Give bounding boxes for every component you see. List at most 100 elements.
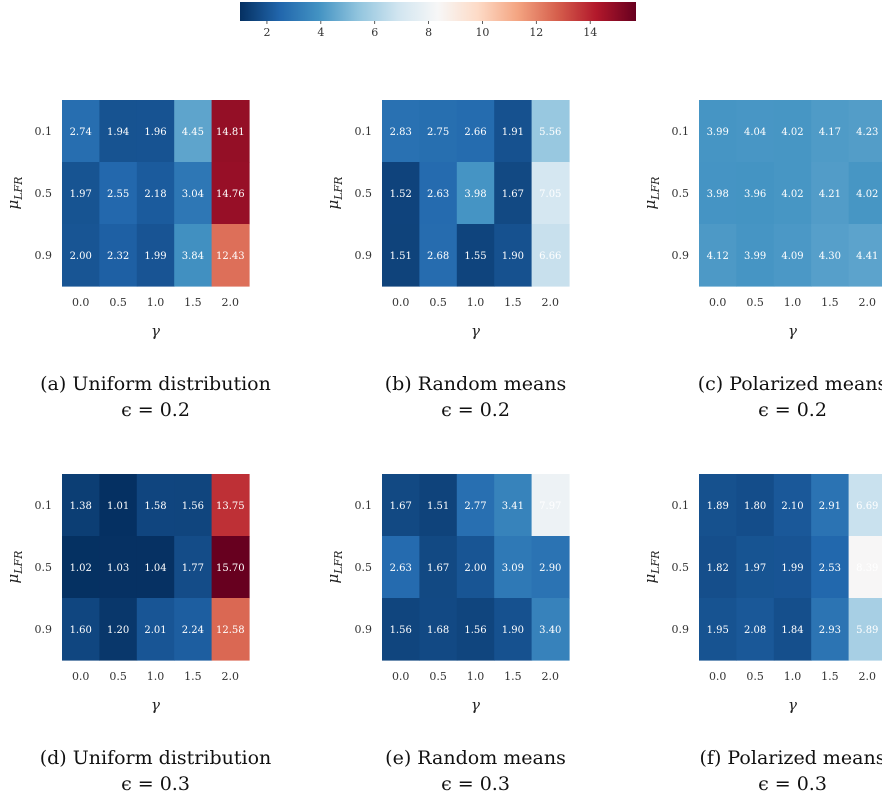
cell-value-label: 2.83 <box>390 127 412 138</box>
heatmap-cell <box>62 536 100 599</box>
cell-value-label: 3.84 <box>182 251 204 262</box>
y-tick-label: 0.9 <box>672 623 690 636</box>
cell-value-label: 2.00 <box>70 251 92 262</box>
cell-value-label: 2.08 <box>744 625 766 636</box>
x-tick-label: 2.0 <box>859 296 877 309</box>
panel-caption-epsilon: ϵ = 0.3 <box>441 773 510 795</box>
y-axis-label: μLFR <box>324 551 345 584</box>
cell-value-label: 1.77 <box>182 563 204 574</box>
cell-value-label: 4.02 <box>856 189 878 200</box>
x-axis-label: γ <box>471 696 480 714</box>
x-tick-label: 1.5 <box>821 296 839 309</box>
x-tick-label: 0.0 <box>709 296 727 309</box>
x-tick-label: 2.0 <box>542 296 560 309</box>
y-tick-label: 0.5 <box>355 187 373 200</box>
heatmap-cell <box>811 474 850 537</box>
x-axis-label: γ <box>788 322 797 340</box>
cell-value-label: 1.58 <box>144 501 166 512</box>
cell-value-label: 1.99 <box>781 563 803 574</box>
heatmap-cell <box>736 536 775 599</box>
heatmap-cell <box>811 536 850 599</box>
cell-value-label: 4.23 <box>856 127 878 138</box>
cell-value-label: 1.67 <box>502 189 524 200</box>
x-axis-label: γ <box>151 322 160 340</box>
x-tick-label: 1.5 <box>821 670 839 683</box>
heatmap-cell <box>531 100 570 163</box>
x-tick-label: 0.5 <box>429 296 447 309</box>
heatmap-cell <box>382 536 420 599</box>
cell-value-label: 3.99 <box>744 251 766 262</box>
x-tick-label: 1.5 <box>184 296 202 309</box>
x-tick-label: 2.0 <box>222 296 240 309</box>
y-tick-label: 0.5 <box>355 561 373 574</box>
cell-value-label: 2.55 <box>107 189 129 200</box>
heatmap-cell <box>99 474 138 537</box>
cell-value-label: 2.24 <box>182 625 204 636</box>
cell-value-label: 1.96 <box>144 127 166 138</box>
heatmap-cell <box>136 536 175 599</box>
y-tick-label: 0.1 <box>355 125 373 138</box>
panel-caption: (c) Polarized means <box>698 373 882 395</box>
x-tick-label: 0.0 <box>392 296 410 309</box>
panel-caption: (b) Random means <box>385 373 567 395</box>
cell-value-label: 1.51 <box>390 251 412 262</box>
heatmap-panel: 1.67 1.51 2.77 3.41 7.97 2.63 1.67 2.00 3.09 2.90… <box>324 474 570 795</box>
cell-value-label: 4.21 <box>819 189 841 200</box>
heatmap-cell <box>736 162 775 225</box>
heatmap-cell <box>456 536 495 599</box>
colorbar-gradient <box>240 2 636 21</box>
y-axis-label: μLFR <box>4 551 25 584</box>
heatmap-cell <box>848 224 882 287</box>
cell-value-label: 4.04 <box>744 127 766 138</box>
heatmap-cell <box>419 536 458 599</box>
cell-value-label: 1.52 <box>390 189 412 200</box>
heatmap-cell <box>494 474 533 537</box>
heatmap-cell <box>773 100 812 163</box>
heatmap-cell <box>99 100 138 163</box>
cell-value-label: 7.05 <box>539 189 561 200</box>
heatmap-cell <box>211 224 250 287</box>
cell-value-label: 4.12 <box>707 251 729 262</box>
panel-caption: (e) Random means <box>385 747 566 769</box>
heatmap-cell <box>736 224 775 287</box>
heatmap-cell <box>382 162 420 225</box>
cell-value-label: 3.98 <box>707 189 729 200</box>
cell-value-label: 1.01 <box>107 501 129 512</box>
y-tick-label: 0.5 <box>672 187 690 200</box>
cell-value-label: 1.94 <box>107 127 129 138</box>
panel-caption-epsilon: ϵ = 0.3 <box>121 773 190 795</box>
y-axis-label: μLFR <box>641 177 662 210</box>
cell-value-label: 7.97 <box>539 501 561 512</box>
colorbar-tick-label: 10 <box>475 26 489 39</box>
cell-value-label: 1.90 <box>502 251 524 262</box>
heatmap-cell <box>99 536 138 599</box>
cell-value-label: 1.67 <box>390 501 412 512</box>
heatmap-cell <box>211 100 250 163</box>
colorbar-tick-label: 2 <box>263 26 270 39</box>
cell-value-label: 5.89 <box>856 625 878 636</box>
cell-value-label: 1.80 <box>744 501 766 512</box>
heatmap-cell <box>62 224 100 287</box>
heatmap-cell <box>736 598 775 661</box>
heatmap-cell <box>494 536 533 599</box>
heatmap-cell <box>136 162 175 225</box>
cell-value-label: 2.68 <box>427 251 449 262</box>
cell-value-label: 2.32 <box>107 251 129 262</box>
cell-value-label: 1.89 <box>707 501 729 512</box>
heatmap-cell <box>174 162 213 225</box>
cell-value-label: 1.68 <box>427 625 449 636</box>
cell-value-label: 1.90 <box>502 625 524 636</box>
cell-value-label: 1.03 <box>107 563 129 574</box>
cell-value-label: 14.76 <box>216 189 245 200</box>
cell-value-label: 1.02 <box>70 563 92 574</box>
y-tick-label: 0.1 <box>672 499 690 512</box>
heatmap-cell <box>848 598 882 661</box>
y-axis-label: μLFR <box>4 177 25 210</box>
cell-value-label: 8.39 <box>856 563 878 574</box>
heatmap-cell <box>699 536 737 599</box>
heatmap-cell <box>382 474 420 537</box>
panel-caption: (d) Uniform distribution <box>40 747 272 769</box>
cell-value-label: 4.30 <box>819 251 841 262</box>
cell-value-label: 13.75 <box>216 501 245 512</box>
heatmap-cell <box>211 474 250 537</box>
